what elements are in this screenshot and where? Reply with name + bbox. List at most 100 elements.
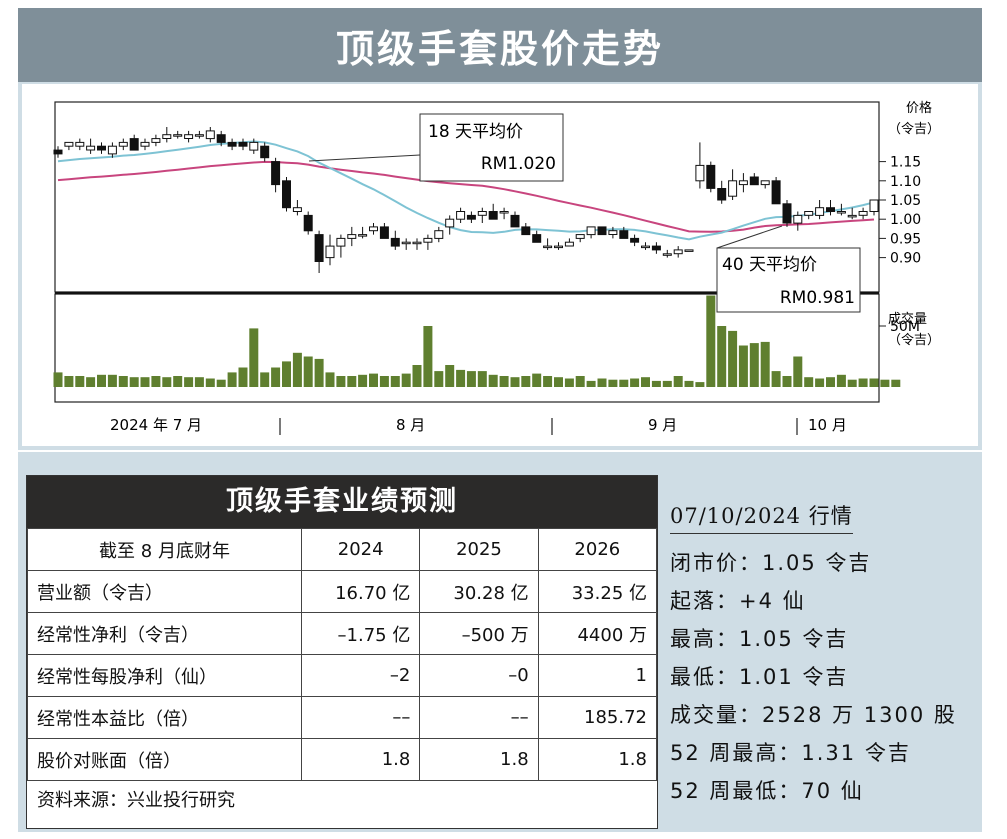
volume-bar — [651, 380, 661, 387]
candle — [347, 226, 357, 247]
volume-bar — [532, 373, 542, 387]
volume-bar — [260, 372, 270, 387]
ma18-callout — [419, 113, 564, 182]
table-row: 经常性每股净利（仙） –2 –0 1 — [27, 654, 658, 697]
candle — [456, 207, 466, 223]
candle — [227, 138, 237, 151]
quote-52w-low: 52 周最低：70 仙 — [670, 779, 864, 803]
volume-bar — [151, 376, 161, 387]
table-cell: 16.70 亿 — [300, 570, 421, 613]
volume-bar — [162, 377, 172, 387]
table-row: 经常性本益比（倍） –– –– 185.72 — [27, 696, 658, 739]
volume-bar — [205, 378, 215, 387]
table-cell: 33.25 亿 — [537, 570, 658, 613]
ma40-callout-leader — [716, 225, 783, 249]
ma18-line — [57, 140, 875, 241]
volume-bar — [891, 379, 901, 387]
volume-bar — [303, 356, 313, 387]
candle — [369, 223, 378, 235]
volume-bar — [216, 379, 226, 387]
candle — [869, 199, 879, 216]
x-label-jul: 2024 年 7 月 — [110, 416, 202, 434]
volume-bar — [619, 379, 629, 387]
volume-bar — [292, 352, 302, 387]
x-label-oct: 10 月 — [808, 416, 847, 434]
price-tick-label: 0.95 — [890, 231, 921, 247]
candle — [64, 141, 74, 151]
candle — [118, 138, 128, 151]
candle — [826, 200, 835, 216]
ma40-line — [57, 160, 875, 233]
row-label: 经常性本益比（倍） — [27, 696, 302, 739]
candle — [140, 138, 150, 151]
candle — [597, 226, 607, 236]
volume-bar — [412, 365, 422, 387]
volume-bar — [390, 376, 400, 387]
candle — [684, 249, 694, 252]
candle — [303, 211, 313, 235]
volume-bar — [695, 382, 705, 387]
quote-panel: 07/10/2024 行情 闭市价：1.05 令吉 起落：+4 仙 最高：1.0… — [670, 500, 990, 810]
volume-bar — [227, 372, 237, 387]
volume-bar — [64, 376, 74, 387]
volume-bar — [97, 374, 106, 387]
candle — [630, 234, 640, 247]
volume-bar — [662, 380, 672, 387]
volume-tick-label: 50M — [890, 319, 920, 335]
candle — [608, 226, 618, 239]
row-label: 经常性净利（令吉） — [27, 612, 302, 655]
candle — [162, 127, 172, 143]
candle — [521, 223, 531, 236]
x-label-aug: 8 月 — [396, 416, 425, 434]
candle — [336, 234, 346, 258]
volume-bar — [782, 376, 792, 387]
candle — [390, 230, 400, 250]
candle — [510, 211, 520, 228]
volume-bar — [129, 377, 139, 387]
page-title: 顶级手套股价走势 — [335, 27, 664, 71]
volume-bar — [543, 376, 553, 387]
candle — [205, 127, 215, 143]
volume-bar — [673, 376, 683, 387]
candle — [575, 234, 585, 243]
candle — [358, 226, 368, 239]
candle — [847, 207, 857, 220]
price-axis-label-2: （令吉） — [888, 122, 940, 137]
candle — [706, 161, 716, 193]
price-tick-label: 1.05 — [890, 193, 921, 209]
table-cell: 4400 万 — [537, 612, 658, 655]
table-row: 股价对账面（倍） 1.8 1.8 1.8 — [27, 738, 658, 781]
quote-change: 起落：+4 仙 — [670, 589, 806, 613]
volume-bar — [445, 365, 455, 387]
volume-bar — [815, 378, 825, 387]
table-cell: 1.8 — [537, 738, 658, 781]
table-cell: –1.75 亿 — [300, 612, 421, 655]
candle — [379, 223, 389, 239]
table-cell: –0 — [419, 654, 539, 697]
table-cell: 185.72 — [537, 696, 658, 739]
volume-bar — [118, 376, 128, 387]
quote-close: 闭市价：1.05 令吉 — [670, 551, 872, 575]
candle — [271, 157, 281, 193]
volume-bar — [194, 377, 204, 387]
volume-bar — [684, 380, 694, 387]
quote-low: 最低：1.01 令吉 — [670, 665, 849, 689]
price-tick-label: 1.10 — [890, 174, 921, 190]
volume-bar — [738, 345, 748, 387]
candle — [619, 226, 629, 239]
volume-bar — [858, 378, 868, 387]
candle — [793, 211, 803, 231]
candle — [499, 207, 509, 220]
volume-bar — [336, 376, 346, 387]
candle — [412, 238, 422, 250]
volume-bar — [608, 379, 618, 387]
volume-bar — [597, 378, 607, 387]
volume-bar — [880, 379, 890, 387]
candle — [260, 142, 270, 162]
table-row: 经常性净利（令吉） –1.75 亿 –500 万 4400 万 — [27, 612, 658, 655]
volume-bar — [477, 371, 487, 387]
volume-bar — [423, 326, 433, 387]
candle — [184, 130, 194, 143]
candle — [75, 138, 85, 151]
volume-bar — [586, 380, 596, 387]
